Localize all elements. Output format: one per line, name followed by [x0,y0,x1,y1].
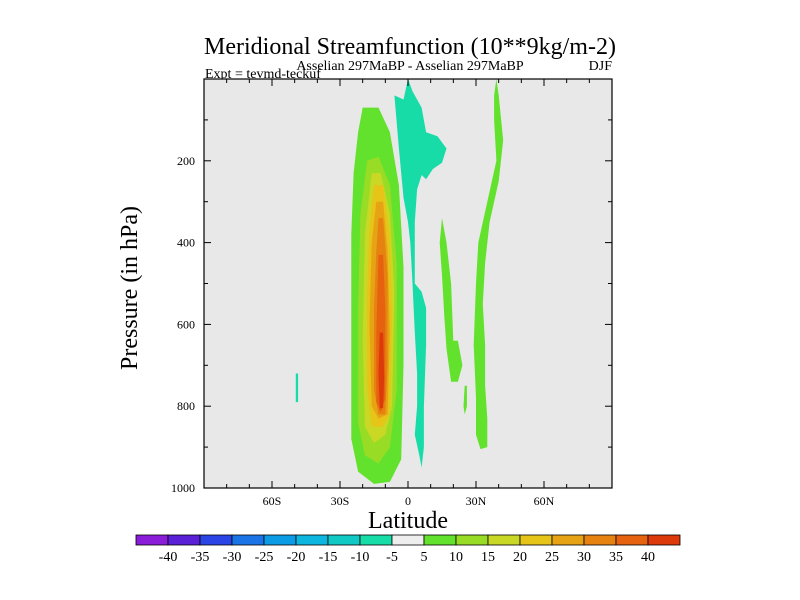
plot-area: 60S 30S 0 30N 60N 200 400 600 800 1000 [171,78,613,508]
colorbar-label: -25 [255,550,274,565]
y-tick-label: 200 [177,154,195,168]
contour-region-5 [463,385,467,415]
colorbar-label: -15 [319,550,338,565]
x-tick-label: 60N [534,494,555,508]
x-tick-label: 30S [331,494,350,508]
colorbar-swatch [359,534,393,546]
colorbar-swatch [487,534,521,546]
contour-region-40 [378,332,385,409]
contour-region-neg5 [394,79,447,468]
x-tick-label: 30N [466,494,487,508]
colorbar-label: -30 [223,550,242,565]
contour-region-5 [439,218,463,382]
colorbar-label: -20 [287,550,306,565]
colorbar-swatch [199,534,233,546]
y-axis-label: Pressure (in hPa) [117,206,143,370]
experiment-label: Expt = tevmd-teckuf [205,67,321,82]
colorbar-label: 25 [545,550,559,565]
colorbar: -40 -35 -30 -25 -20 -15 -10 -5 5 10 15 20 25 30 35 40 [135,534,681,565]
contour-region-5 [473,79,504,450]
colorbar-label: 30 [577,550,591,565]
colorbar-swatch [167,534,201,546]
chart-title: Meridional Streamfunction (10**9kg/m-2) [204,34,616,60]
colorbar-label: 20 [513,550,527,565]
colorbar-swatch [327,534,361,546]
colorbar-label: -40 [159,550,178,565]
contour-region-neg5 [295,373,299,403]
chart-subtitle: Asselian 297MaBP - Asselian 297MaBP [296,59,524,74]
x-axis-label: Latitude [368,508,448,534]
y-tick-label: 1000 [171,481,195,495]
colorbar-label: 15 [481,550,495,565]
colorbar-label: -10 [351,550,370,565]
colorbar-swatch [263,534,297,546]
colorbar-label: 40 [641,550,655,565]
colorbar-label: -35 [191,550,210,565]
colorbar-swatch [423,534,457,546]
y-tick-label: 400 [177,236,195,250]
x-tick-label: 60S [263,494,282,508]
season-label: DJF [589,59,613,74]
colorbar-swatch [391,534,425,546]
colorbar-swatch [455,534,489,546]
colorbar-label: 10 [449,550,463,565]
colorbar-swatch [551,534,585,546]
x-tick-label: 0 [405,494,411,508]
colorbar-label: 5 [421,550,428,565]
colorbar-swatch [231,534,265,546]
y-tick-label: 600 [177,317,195,331]
colorbar-label: -5 [386,550,398,565]
colorbar-swatch [135,534,169,546]
colorbar-swatch [295,534,329,546]
colorbar-swatch [647,534,681,546]
colorbar-swatch [583,534,617,546]
y-tick-label: 800 [177,399,195,413]
colorbar-swatch [519,534,553,546]
colorbar-label: 35 [609,550,623,565]
colorbar-swatch [615,534,649,546]
